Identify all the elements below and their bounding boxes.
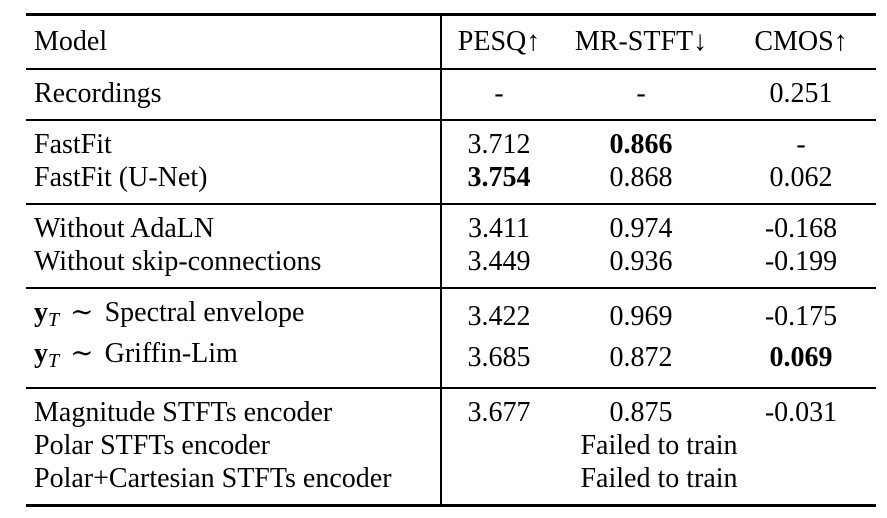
- table-header: Model PESQ↑ MR-STFT↓ CMOS↑: [26, 14, 876, 69]
- table-row: Recordings - -0.251: [26, 68, 876, 120]
- table-row: FastFit 3.712 0.866-: [26, 119, 876, 161]
- cell-cmos: 0.069: [769, 342, 833, 373]
- cell-cmos: -0.199: [764, 246, 838, 277]
- cell-failed-to-train: Failed to train: [580, 463, 738, 494]
- cell-pesq: 3.677: [441, 387, 556, 429]
- cell-mrstft: 0.872: [609, 342, 673, 373]
- table-row: Without skip-connections 3.449 0.936 -0.199: [26, 245, 876, 288]
- cell-pesq: 3.422: [441, 287, 556, 337]
- cell-model: yT ∼ Griffin-Lim: [26, 337, 442, 388]
- cell-pesq: -: [441, 68, 556, 120]
- table-row: yT ∼ Griffin-Lim 3.685 0.872 0.069: [26, 337, 876, 388]
- cell-cmos: -0.175: [726, 287, 876, 337]
- table-row: Polar STFTs encoder Failed to train: [26, 429, 876, 462]
- section-ablation-architecture: Without AdaLN 3.411 0.974 -0.168 Without ski…: [26, 203, 876, 288]
- cell-model: Polar+Cartesian STFTs encoder: [26, 462, 442, 506]
- cell-cmos: 0.251: [726, 68, 876, 120]
- math-tilde-operator: ∼: [63, 338, 101, 369]
- cell-pesq: 3.712: [441, 119, 556, 161]
- results-table: Model PESQ↑ MR-STFT↓ CMOS↑ Recordings - -0…: [26, 13, 876, 507]
- cell-model: FastFit (U-Net): [26, 161, 442, 204]
- cell-mrstft: 0.974: [556, 203, 726, 245]
- section-recordings: Recordings - -0.251: [26, 68, 876, 120]
- cell-model: Without AdaLN: [26, 203, 442, 245]
- column-header-mrstft: MR-STFT↓: [574, 26, 708, 57]
- table-row: FastFit (U-Net) 3.754 0.868 0.062: [26, 161, 876, 204]
- cell-cmos: -: [726, 119, 876, 161]
- cell-cmos: -0.168: [726, 203, 876, 245]
- cell-cmos: -0.031: [726, 387, 876, 429]
- column-header-cmos: CMOS↑: [754, 26, 848, 57]
- column-header-model: Model: [26, 14, 442, 69]
- cell-mrstft: -: [556, 68, 726, 120]
- cell-model: Polar STFTs encoder: [26, 429, 442, 462]
- table-row: yT ∼ Spectral envelope 3.422 0.969 -0.175: [26, 287, 876, 337]
- section-ablation-encoder: Magnitude STFTs encoder 3.677 0.875 -0.031 P…: [26, 387, 876, 506]
- cell-model: FastFit: [26, 119, 442, 161]
- table-row: Magnitude STFTs encoder 3.677 0.875 -0.031: [26, 387, 876, 429]
- cell-model: Magnitude STFTs encoder: [26, 387, 442, 429]
- cell-mrstft: 0.969: [556, 287, 726, 337]
- section-fastfit: FastFit 3.712 0.866- FastFit (U-Net) 3.754 0.…: [26, 119, 876, 204]
- cell-model: Recordings: [26, 68, 442, 120]
- cell-pesq: 3.754: [467, 162, 531, 193]
- math-vector-y: y: [34, 297, 48, 328]
- header-row: Model PESQ↑ MR-STFT↓ CMOS↑: [26, 14, 876, 69]
- cell-mrstft: 0.875: [556, 387, 726, 429]
- cell-model: Without skip-connections: [26, 245, 442, 288]
- cell-mrstft: 0.936: [609, 246, 673, 277]
- cell-cmos: 0.062: [769, 162, 833, 193]
- cell-mrstft: 0.868: [609, 162, 673, 193]
- cell-failed-to-train: Failed to train: [580, 430, 738, 461]
- math-vector-y: y: [34, 338, 48, 369]
- section-ablation-prior: yT ∼ Spectral envelope 3.422 0.969 -0.175 yT…: [26, 287, 876, 388]
- column-header-pesq: PESQ↑: [457, 26, 541, 57]
- cell-pesq: 3.685: [467, 342, 531, 373]
- math-subscript-T: T: [48, 309, 60, 331]
- cell-pesq: 3.449: [467, 246, 531, 277]
- table-row: Without AdaLN 3.411 0.974 -0.168: [26, 203, 876, 245]
- model-label: Spectral envelope: [104, 297, 305, 328]
- ablation-results-table: Model PESQ↑ MR-STFT↓ CMOS↑ Recordings - -0…: [26, 13, 876, 507]
- cell-model: yT ∼ Spectral envelope: [26, 287, 442, 337]
- cell-mrstft: 0.866: [556, 119, 726, 161]
- table-row: Polar+Cartesian STFTs encoder Failed to t…: [26, 462, 876, 506]
- math-tilde-operator: ∼: [63, 297, 101, 328]
- cell-pesq: 3.411: [441, 203, 556, 245]
- math-subscript-T: T: [48, 350, 60, 372]
- model-label: Griffin-Lim: [104, 338, 238, 369]
